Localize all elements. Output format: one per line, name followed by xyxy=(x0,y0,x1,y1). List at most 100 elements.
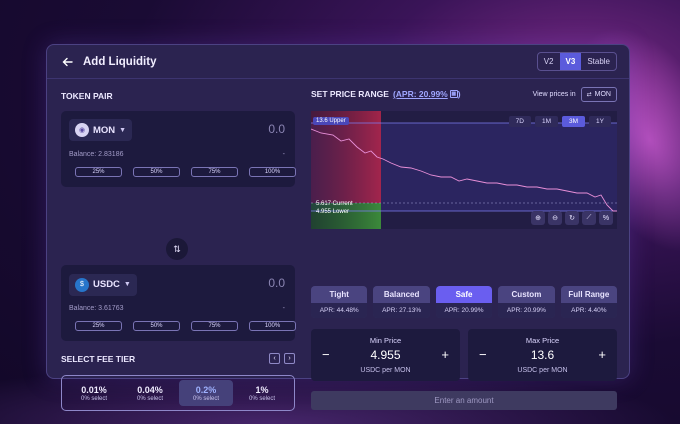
max-price-decrement-button[interactable]: − xyxy=(479,347,487,362)
strategy-apr: APR: 27.13% xyxy=(373,303,430,318)
strategy-presets: Tight APR: 44.48% Balanced APR: 27.13% S… xyxy=(311,286,618,318)
pct-100-button[interactable]: 100% xyxy=(249,167,296,177)
fee-select-rate: 0% select xyxy=(80,395,107,402)
fee-option-1[interactable]: 1% 0% select xyxy=(235,380,289,406)
view-prices-button[interactable]: ⇄ MON xyxy=(580,87,617,102)
fee-tier-label: SELECT FEE TIER xyxy=(61,353,136,364)
percent-icon[interactable]: % xyxy=(599,211,613,225)
apr-link[interactable]: (APR: 20.99% xyxy=(392,89,448,99)
min-price-input[interactable]: 4.955 xyxy=(370,348,401,362)
green-liquidity-zone xyxy=(311,203,381,229)
swap-tokens-button[interactable]: ⇅ xyxy=(166,238,188,260)
strategy-apr: APR: 44.48% xyxy=(311,303,368,318)
left-column: TOKEN PAIR ◉ MON ▼ 0.0 Balance: 2.83186 … xyxy=(61,91,296,411)
strategy-custom[interactable]: Custom APR: 20.99% xyxy=(498,286,555,318)
chevron-left-icon: ‹ xyxy=(273,355,276,362)
fee-value: 0.01% xyxy=(81,384,107,395)
timeframe-tabs: 7D 1M 3M 1Y xyxy=(508,116,611,127)
fee-option-0-2[interactable]: 0.2% 0% select xyxy=(179,380,233,406)
fee-prev-button[interactable]: ‹ xyxy=(269,353,280,364)
pct-50-button[interactable]: 50% xyxy=(133,321,180,331)
view-prices-token: MON xyxy=(594,91,611,98)
pct-100-button[interactable]: 100% xyxy=(249,321,296,331)
back-arrow-icon[interactable] xyxy=(59,54,75,70)
usdc-token-icon: $ xyxy=(75,277,89,292)
fee-option-0-01[interactable]: 0.01% 0% select xyxy=(67,380,121,406)
min-price-unit: USDC per MON xyxy=(360,367,411,374)
fee-select-rate: 0% select xyxy=(192,395,219,402)
max-price-input[interactable]: 13.6 xyxy=(530,348,555,362)
strategy-name: Tight xyxy=(311,286,368,303)
strategy-name: Full Range xyxy=(560,286,618,303)
upper-price-label: 13.6 Upper xyxy=(313,117,349,125)
strategy-name: Safe xyxy=(435,286,493,303)
price-chart[interactable]: 13.6 Upper 5.617 Current 4.955 Lower 7D … xyxy=(311,111,617,229)
timeframe-1y[interactable]: 1Y xyxy=(589,116,611,127)
version-tab-stable[interactable]: Stable xyxy=(587,57,610,66)
price-chart-svg xyxy=(311,111,617,229)
pct-75-button[interactable]: 75% xyxy=(191,321,238,331)
fee-tier-header: SELECT FEE TIER ‹ › xyxy=(61,353,295,364)
view-prices-toggle: View prices in ⇄ MON xyxy=(533,87,617,102)
zoom-in-icon[interactable]: ⊕ xyxy=(531,211,545,225)
strategy-full-range[interactable]: Full Range APR: 4.40% xyxy=(560,286,618,318)
token-b-box: $ USDC ▼ 0.0 Balance: 3.61763 - 25% 50% … xyxy=(61,265,296,341)
pct-50-button[interactable]: 50% xyxy=(133,167,180,177)
fee-next-button[interactable]: › xyxy=(284,353,295,364)
min-price-increment-button[interactable]: + xyxy=(441,347,449,362)
token-a-box: ◉ MON ▼ 0.0 Balance: 2.83186 - 25% 50% 7… xyxy=(61,111,296,187)
chevron-down-icon: ▼ xyxy=(123,281,131,288)
pct-25-button[interactable]: 25% xyxy=(75,167,122,177)
view-prices-label: View prices in xyxy=(532,91,576,98)
price-history-line xyxy=(311,128,617,212)
calculator-icon[interactable]: ▦ xyxy=(449,90,458,98)
timeframe-7d[interactable]: 7D xyxy=(508,116,531,127)
fee-select-rate: 0% select xyxy=(136,395,163,402)
token-b-amount-input[interactable]: 0.0 xyxy=(268,276,285,290)
price-range-label: SET PRICE RANGE xyxy=(311,89,389,99)
version-tab-v2[interactable]: V2 xyxy=(543,57,554,66)
zoom-out-icon[interactable]: ⊖ xyxy=(548,211,562,225)
fee-select-rate: 0% select xyxy=(248,395,275,402)
max-price-increment-button[interactable]: + xyxy=(598,347,606,362)
strategy-name: Custom xyxy=(498,286,555,303)
timeframe-3m[interactable]: 3M xyxy=(562,116,586,127)
min-price-label: Min Price xyxy=(369,336,402,345)
token-a-balance: Balance: 2.83186 xyxy=(69,151,124,158)
red-liquidity-zone xyxy=(311,111,381,203)
strategy-apr: APR: 4.40% xyxy=(560,303,618,318)
fee-value: 0.04% xyxy=(137,384,163,395)
pct-75-button[interactable]: 75% xyxy=(191,167,238,177)
token-b-balance: Balance: 3.61763 xyxy=(69,305,124,312)
max-price-label: Max Price xyxy=(525,336,560,345)
token-a-amount-input[interactable]: 0.0 xyxy=(268,122,285,136)
mon-token-icon: ◉ xyxy=(75,123,89,137)
token-b-select[interactable]: $ USDC ▼ xyxy=(69,273,137,296)
fee-value: 0.2% xyxy=(195,384,217,395)
fee-value: 1% xyxy=(255,384,269,395)
min-price-decrement-button[interactable]: − xyxy=(322,347,330,362)
price-inputs: Min Price − 4.955 + USDC per MON Max Pri… xyxy=(311,329,617,381)
reset-icon[interactable]: ↻ xyxy=(565,211,579,225)
fee-option-0-04[interactable]: 0.04% 0% select xyxy=(123,380,177,406)
min-price-card: Min Price − 4.955 + USDC per MON xyxy=(311,329,460,381)
strategy-safe[interactable]: Safe APR: 20.99% xyxy=(435,286,493,318)
enter-amount-button[interactable]: Enter an amount xyxy=(311,391,617,410)
swap-icon: ⇄ xyxy=(586,92,592,98)
strategy-balanced[interactable]: Balanced APR: 27.13% xyxy=(373,286,430,318)
version-tab-v3[interactable]: V3 xyxy=(559,53,582,70)
timeframe-1m[interactable]: 1M xyxy=(534,116,559,127)
price-range-header: SET PRICE RANGE (APR: 20.99% ▦) xyxy=(311,89,461,99)
token-b-symbol: USDC xyxy=(93,279,120,290)
swap-arrows-icon: ⇅ xyxy=(173,243,181,254)
token-a-select[interactable]: ◉ MON ▼ xyxy=(69,119,133,141)
card-header: Add Liquidity V2 V3 Stable xyxy=(47,45,629,79)
current-price-label: 5.617 Current xyxy=(316,201,353,207)
add-liquidity-card: Add Liquidity V2 V3 Stable TOKEN PAIR ◉ … xyxy=(46,44,630,411)
strategy-tight[interactable]: Tight APR: 44.48% xyxy=(311,286,368,318)
strategy-apr: APR: 20.99% xyxy=(435,303,493,318)
strategy-apr: APR: 20.99% xyxy=(498,303,555,318)
lower-price-label: 4.955 Lower xyxy=(316,209,350,215)
chart-scale-icon[interactable]: ⟋ xyxy=(582,211,596,225)
pct-25-button[interactable]: 25% xyxy=(75,321,122,331)
